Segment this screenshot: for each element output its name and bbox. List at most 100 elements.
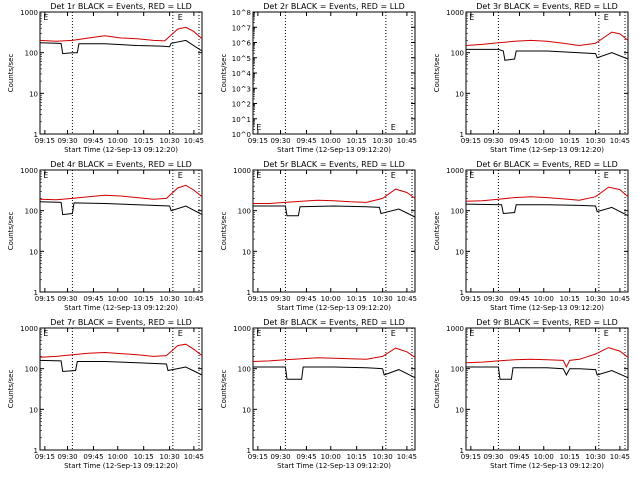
x-tick-label: 09:45 bbox=[83, 295, 103, 303]
event-marker-label: E bbox=[391, 123, 396, 132]
chart-title: Det 8r BLACK = Events, RED = LLD bbox=[263, 318, 405, 327]
y-tick-label: 10 bbox=[242, 406, 251, 414]
event-marker-label: E bbox=[256, 123, 261, 132]
y-tick-label: 100 bbox=[451, 366, 464, 374]
event-marker-label: E bbox=[43, 171, 48, 180]
events-series-line bbox=[39, 359, 203, 376]
x-tick-label: 09:45 bbox=[509, 137, 529, 145]
y-tick-label: 1 bbox=[34, 131, 38, 139]
x-tick-label: 10:30 bbox=[373, 453, 393, 461]
x-tick-label: 09:45 bbox=[509, 453, 529, 461]
y-tick-label: 1 bbox=[247, 289, 251, 297]
chart-title: Det 9r BLACK = Events, RED = LLD bbox=[476, 318, 618, 327]
x-tick-label: 10:00 bbox=[108, 137, 128, 145]
x-tick-label: 09:15 bbox=[248, 453, 268, 461]
y-tick-label: 10^1 bbox=[232, 116, 251, 124]
chart-panel: Det 5r BLACK = Events, RED = LLD Counts/s… bbox=[220, 160, 417, 312]
chart-title: Det 4r BLACK = Events, RED = LLD bbox=[50, 160, 192, 169]
event-marker-label: E bbox=[43, 13, 48, 22]
x-tick-label: 10:15 bbox=[560, 295, 580, 303]
y-tick-label: 100 bbox=[25, 366, 38, 374]
x-tick-label: 09:30 bbox=[483, 295, 503, 303]
x-tick-label: 10:45 bbox=[184, 453, 204, 461]
y-tick-label: 10^0 bbox=[232, 131, 251, 139]
x-tick-label: 10:15 bbox=[134, 295, 154, 303]
x-tick-label: 10:30 bbox=[586, 295, 606, 303]
events-series-line bbox=[39, 201, 203, 216]
x-tick-label: 10:15 bbox=[560, 137, 580, 145]
x-tick-label: 10:45 bbox=[610, 453, 630, 461]
lld-series-line bbox=[252, 347, 416, 362]
event-marker-label: E bbox=[43, 329, 48, 338]
x-tick-label: 09:45 bbox=[509, 295, 529, 303]
y-axis-label: Counts/sec bbox=[220, 370, 228, 409]
x-tick-label: 10:30 bbox=[160, 295, 180, 303]
x-tick-label: 10:15 bbox=[347, 295, 367, 303]
event-marker-label: E bbox=[469, 13, 474, 22]
events-series-line bbox=[465, 203, 629, 217]
event-marker-label: E bbox=[604, 329, 609, 338]
y-tick-label: 1000 bbox=[20, 167, 38, 175]
lld-series-line bbox=[465, 186, 629, 202]
x-axis-label: Start Time (12-Sep-13 09:12:20) bbox=[277, 304, 391, 312]
events-series-line bbox=[466, 48, 629, 61]
chart-title: Det 5r BLACK = Events, RED = LLD bbox=[263, 160, 405, 169]
x-tick-label: 09:45 bbox=[296, 295, 316, 303]
x-tick-label: 10:30 bbox=[160, 137, 180, 145]
y-tick-label: 100 bbox=[25, 50, 38, 58]
chart-title: Det 1r BLACK = Events, RED = LLD bbox=[50, 2, 192, 11]
y-tick-label: 10^8 bbox=[232, 9, 251, 17]
event-marker-label: E bbox=[256, 171, 261, 180]
y-tick-label: 100 bbox=[238, 366, 251, 374]
x-tick-label: 10:30 bbox=[373, 295, 393, 303]
x-tick-label: 10:45 bbox=[397, 295, 417, 303]
x-tick-label: 10:30 bbox=[586, 453, 606, 461]
x-tick-label: 09:15 bbox=[248, 295, 268, 303]
x-tick-label: 10:45 bbox=[610, 295, 630, 303]
plot-frame bbox=[252, 11, 416, 135]
x-tick-label: 09:15 bbox=[461, 137, 481, 145]
x-tick-label: 09:15 bbox=[248, 137, 268, 145]
events-series-line bbox=[466, 366, 629, 380]
chart-title: Det 2r BLACK = Events, RED = LLD bbox=[263, 2, 405, 11]
x-tick-label: 10:00 bbox=[534, 137, 554, 145]
y-tick-label: 10 bbox=[29, 248, 38, 256]
event-marker-label: E bbox=[391, 329, 396, 338]
y-axis-label: Counts/sec bbox=[433, 212, 441, 251]
chart-panel: Det 7r BLACK = Events, RED = LLD Counts/s… bbox=[7, 318, 204, 470]
y-tick-label: 10 bbox=[455, 406, 464, 414]
x-tick-label: 10:15 bbox=[347, 137, 367, 145]
chart-panel: Det 8r BLACK = Events, RED = LLD Counts/s… bbox=[220, 318, 417, 470]
lld-series-line bbox=[39, 343, 203, 358]
y-axis-label: Counts/sec bbox=[7, 212, 15, 251]
chart-title: Det 6r BLACK = Events, RED = LLD bbox=[476, 160, 618, 169]
y-tick-label: 100 bbox=[451, 50, 464, 58]
x-tick-label: 10:45 bbox=[184, 295, 204, 303]
x-tick-label: 09:45 bbox=[83, 137, 103, 145]
events-series-line bbox=[253, 205, 416, 218]
x-axis-label: Start Time (12-Sep-13 09:12:20) bbox=[277, 146, 391, 154]
x-tick-label: 10:00 bbox=[108, 295, 128, 303]
y-tick-label: 10^4 bbox=[232, 70, 252, 78]
y-axis-label: Counts/sec bbox=[7, 370, 15, 409]
y-tick-label: 1000 bbox=[20, 325, 38, 333]
y-tick-label: 10 bbox=[455, 248, 464, 256]
x-tick-label: 09:30 bbox=[57, 137, 77, 145]
lld-series-line bbox=[465, 347, 629, 369]
x-tick-label: 09:30 bbox=[57, 295, 77, 303]
x-tick-label: 09:30 bbox=[270, 453, 290, 461]
y-tick-label: 10^6 bbox=[232, 40, 252, 48]
x-axis-label: Start Time (12-Sep-13 09:12:20) bbox=[64, 146, 178, 154]
y-axis-label: Counts/sec bbox=[433, 54, 441, 93]
x-tick-label: 10:45 bbox=[397, 137, 417, 145]
y-tick-label: 1000 bbox=[446, 167, 464, 175]
event-marker-label: E bbox=[256, 329, 261, 338]
events-series-line bbox=[253, 366, 416, 380]
lld-series-line bbox=[39, 184, 203, 201]
x-tick-label: 09:15 bbox=[461, 453, 481, 461]
x-tick-label: 10:00 bbox=[321, 295, 341, 303]
x-tick-label: 09:30 bbox=[483, 137, 503, 145]
x-tick-label: 10:45 bbox=[184, 137, 204, 145]
lld-series-line bbox=[253, 188, 416, 204]
